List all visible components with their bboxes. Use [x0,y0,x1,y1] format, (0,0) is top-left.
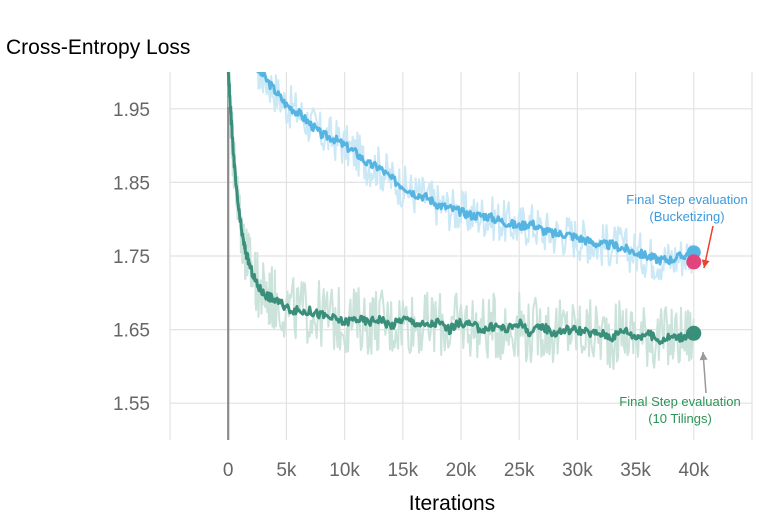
x-tick-label: 0 [223,460,234,481]
final-eval-point-1 [686,254,702,270]
x-tick-label: 5k [276,460,297,481]
y-tick-label: 1.85 [113,173,150,194]
x-tick-label: 35k [620,460,651,481]
final-eval-point-2 [686,325,702,341]
annotations: Final Step evaluation (Bucketizing) Final … [619,192,747,426]
plot-area [226,72,696,371]
x-tick-label: 40k [678,460,709,481]
y-tick-label: 1.65 [113,321,150,342]
x-tick-label: 25k [504,460,535,481]
x-axis-label: Iterations [409,492,495,515]
x-tick-label: 30k [562,460,593,481]
series-1-smoothed-line [255,72,696,266]
x-tick-label: 15k [387,460,418,481]
series-1-raw-line [257,72,695,281]
y-axis-ticks: 1.55 1.65 1.75 1.85 1.95 [113,100,150,415]
x-tick-label: 20k [446,460,477,481]
chart-title: Cross-Entropy Loss [6,36,190,59]
y-tick-label: 1.95 [113,100,150,121]
annotation-10-tilings: Final Step evaluation (10 Tilings) [619,394,740,426]
x-tick-label: 10k [329,460,360,481]
y-tick-label: 1.55 [113,394,150,415]
y-tick-label: 1.75 [113,247,150,268]
x-axis-ticks: 0 5k 10k 15k 20k 25k 30k 35k 40k [223,460,710,481]
annotation-bucketizing: Final Step evaluation (Bucketizing) [626,192,747,224]
annotation-arrow-bucketizing-head [701,259,710,268]
series-2-smoothed-line [226,72,696,346]
annotation-arrow-10-tilings-head [699,352,708,361]
